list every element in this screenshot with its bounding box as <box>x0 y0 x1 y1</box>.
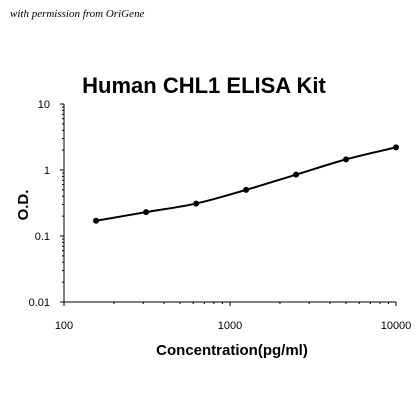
data-point <box>193 200 200 207</box>
plot-area: 0.01 0.1 1 10 100 1000 10000 <box>29 99 412 332</box>
x-tick-label: 10000 <box>381 320 412 332</box>
x-axis-label: Concentration(pg/ml) <box>156 342 308 359</box>
x-tick-label: 1000 <box>218 320 242 332</box>
credit-text: with permission from OriGene <box>10 8 145 20</box>
y-tick-label: 1 <box>44 165 50 177</box>
data-point <box>243 186 250 193</box>
chart-title: Human CHL1 ELISA Kit <box>82 73 326 98</box>
x-tick-label: 100 <box>55 320 73 332</box>
data-point <box>393 144 399 151</box>
data-point <box>293 171 300 178</box>
y-tick-label: 0.01 <box>29 297 50 309</box>
y-tick-label: 0.1 <box>35 231 50 243</box>
data-point <box>143 209 150 216</box>
y-axis-label: O.D. <box>15 190 32 221</box>
series-line <box>95 146 397 222</box>
y-tick-label: 10 <box>38 99 50 111</box>
data-point <box>343 156 350 163</box>
data-point <box>93 217 100 224</box>
